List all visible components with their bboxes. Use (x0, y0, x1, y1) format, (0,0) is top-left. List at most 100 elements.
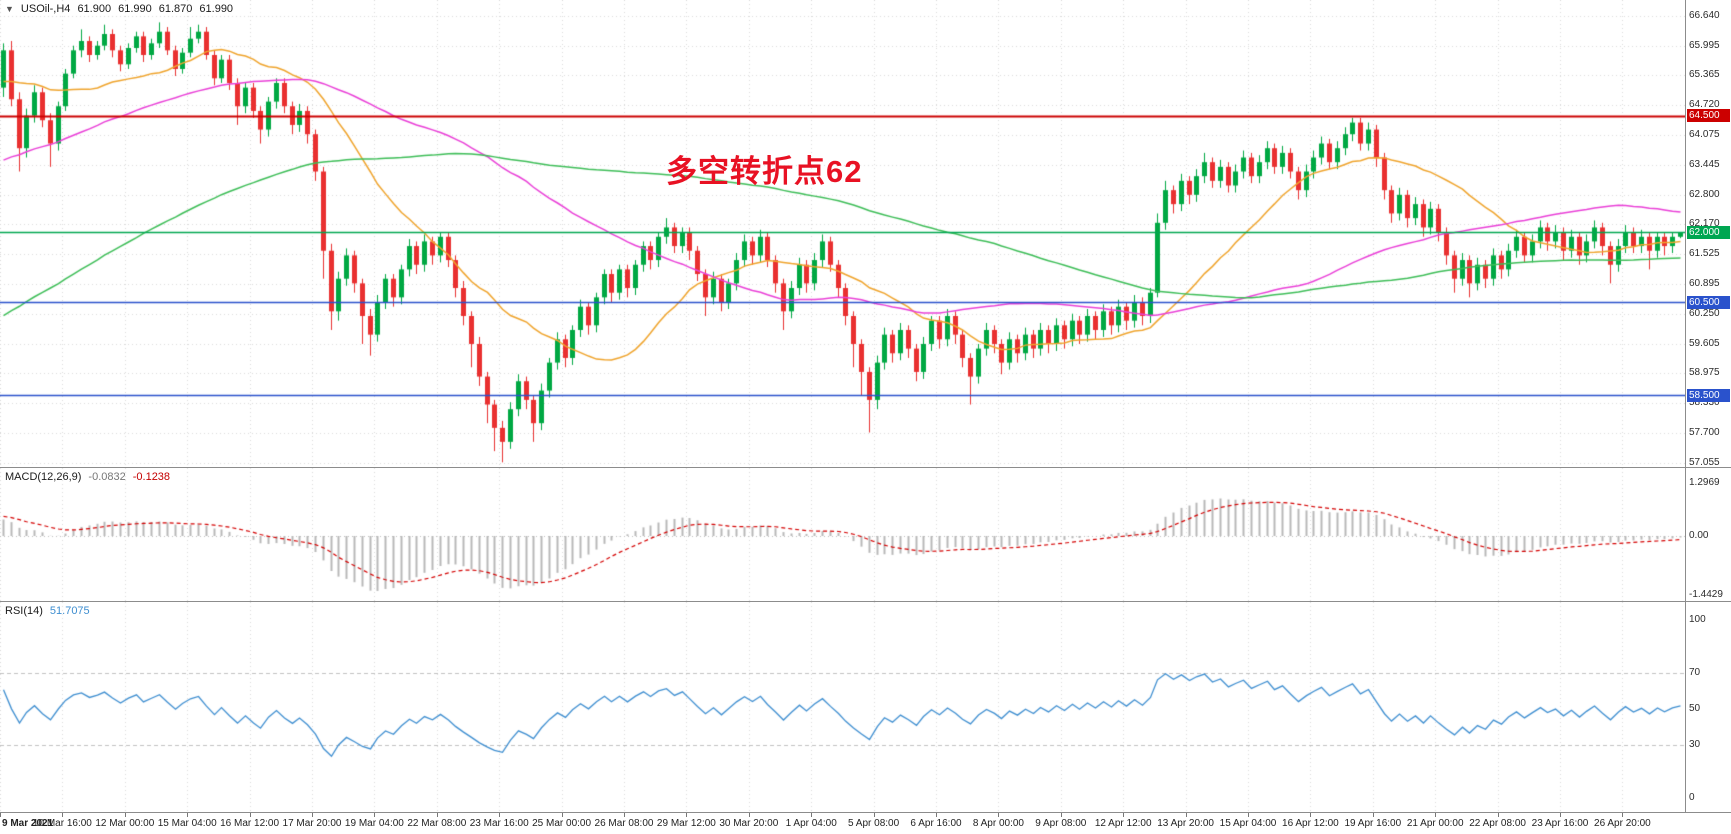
rsi-axis-scale[interactable]: 100 70 50 30 0 (1685, 602, 1731, 812)
price-tick-label: 61.525 (1689, 248, 1720, 260)
time-axis-scale[interactable]: 9 Mar 2021 10 Mar 16:00 12 Mar 00:00 15 Mar… (0, 813, 1731, 834)
price-line-tag: 64.500 (1687, 109, 1730, 123)
price-tick-label: 60.250 (1689, 307, 1720, 319)
time-tick-label: 26 Apr 20:00 (1594, 818, 1651, 829)
rsi-tick-label: 100 (1689, 614, 1706, 625)
time-tick-label: 10 Mar 16:00 (32, 818, 92, 829)
time-tick-mark (562, 813, 563, 817)
rsi-tick-label: 50 (1689, 703, 1701, 714)
time-tick-mark (1248, 813, 1249, 817)
price-line-tag: 62.000 (1687, 225, 1730, 239)
price-tick-label: 62.170 (1689, 218, 1720, 230)
time-tick-mark (499, 813, 500, 817)
time-tick-mark (1061, 813, 1062, 817)
time-tick-label: 26 Mar 08:00 (594, 818, 654, 829)
macd-tick-label: 1.2969 (1689, 476, 1720, 488)
time-tick-mark (1310, 813, 1311, 817)
price-tick-label: 65.365 (1689, 69, 1720, 81)
price-tick-label: 60.895 (1689, 277, 1720, 289)
time-tick-label: 1 Apr 04:00 (785, 818, 837, 829)
chevron-down-icon[interactable]: ▼ (5, 4, 14, 14)
macd-signal-value: -0.1238 (132, 471, 171, 483)
time-tick-mark (1373, 813, 1374, 817)
time-tick-label: 23 Mar 16:00 (469, 818, 529, 829)
time-tick-label: 5 Apr 08:00 (848, 818, 900, 829)
time-tick-label: 25 Mar 00:00 (532, 818, 592, 829)
time-tick-mark (187, 813, 188, 817)
time-tick-mark (437, 813, 438, 817)
time-tick-mark (811, 813, 812, 817)
time-tick-mark (312, 813, 313, 817)
ohlc-low: 61.870 (158, 3, 193, 15)
rsi-canvas[interactable] (0, 602, 1685, 812)
time-tick-label: 6 Apr 16:00 (910, 818, 962, 829)
time-tick-mark (125, 813, 126, 817)
time-tick-label: 21 Apr 00:00 (1406, 818, 1464, 829)
macd-panel: MACD(12,26,9) -0.0832 -0.1238 1.2969 0.00 -1… (0, 468, 1731, 602)
rsi-panel: RSI(14) 51.7075 100 70 50 30 0 (0, 602, 1731, 813)
price-tick-label: 65.995 (1689, 39, 1720, 51)
time-tick-label: 15 Apr 04:00 (1219, 818, 1277, 829)
time-tick-mark (1498, 813, 1499, 817)
time-tick-mark (0, 813, 1, 817)
price-chart-canvas[interactable] (0, 0, 1685, 467)
macd-header: MACD(12,26,9) -0.0832 -0.1238 (5, 471, 177, 483)
rsi-tick-label: 70 (1689, 667, 1701, 679)
macd-canvas[interactable] (0, 468, 1685, 601)
rsi-value: 51.7075 (49, 605, 90, 617)
time-tick-mark (250, 813, 251, 817)
time-tick-label: 29 Mar 12:00 (656, 818, 716, 829)
macd-axis-scale[interactable]: 1.2969 0.00 -1.4429 (1685, 468, 1731, 601)
price-tick-label: 62.800 (1689, 188, 1720, 200)
price-tick-label: 58.330 (1689, 397, 1720, 409)
time-tick-label: 9 Mar 2021 (2, 818, 54, 829)
rsi-label: RSI(14) (5, 605, 43, 617)
price-line-tag: 58.500 (1687, 388, 1730, 402)
time-tick-label: 17 Mar 20:00 (282, 818, 342, 829)
time-tick-label: 9 Apr 08:00 (1035, 818, 1087, 829)
time-tick-label: 16 Mar 12:00 (220, 818, 280, 829)
rsi-tick-label: 0 (1689, 792, 1695, 803)
time-tick-label: 8 Apr 00:00 (972, 818, 1024, 829)
macd-label: MACD(12,26,9) (5, 471, 82, 483)
price-tick-label: 58.975 (1689, 367, 1720, 379)
time-tick-mark (749, 813, 750, 817)
ohlc-open: 61.900 (77, 3, 112, 15)
ohlc-high: 61.990 (118, 3, 152, 15)
time-tick-mark (1560, 813, 1561, 817)
symbol-timeframe-label: USOil-,H4 (20, 3, 71, 15)
time-tick-mark (62, 813, 63, 817)
time-tick-label: 13 Apr 20:00 (1157, 818, 1214, 829)
time-tick-label: 15 Mar 04:00 (157, 818, 217, 829)
price-line-tag: 60.500 (1687, 295, 1730, 309)
price-panel: ▼ USOil-,H4 61.900 61.990 61.870 61.990 多空转折点… (0, 0, 1731, 468)
price-axis-scale[interactable]: 66.640 65.995 65.365 64.720 64.075 63.445 62.8… (1685, 0, 1731, 468)
price-tick-label: 57.700 (1689, 426, 1720, 438)
price-tick-label: 66.640 (1689, 9, 1720, 21)
time-tick-mark (998, 813, 999, 817)
time-tick-label: 16 Apr 12:00 (1282, 818, 1339, 829)
annotation-text[interactable]: 多空转折点62 (666, 154, 863, 189)
price-tick-label: 57.055 (1689, 456, 1720, 468)
price-tick-label: 64.075 (1689, 129, 1720, 141)
macd-tick-label: -1.4429 (1689, 589, 1723, 601)
time-tick-mark (936, 813, 937, 817)
time-tick-label: 12 Apr 12:00 (1094, 818, 1152, 829)
price-tick-label: 63.445 (1689, 158, 1720, 170)
time-tick-mark (624, 813, 625, 817)
time-tick-mark (874, 813, 875, 817)
time-tick-label: 12 Mar 00:00 (95, 818, 155, 829)
time-tick-label: 22 Mar 08:00 (407, 818, 467, 829)
time-tick-label: 23 Apr 16:00 (1531, 818, 1589, 829)
macd-tick-label: 0.00 (1689, 530, 1709, 541)
time-tick-label: 30 Mar 20:00 (719, 818, 779, 829)
chart-header: ▼ USOil-,H4 61.900 61.990 61.870 61.990 (5, 3, 240, 15)
ohlc-close: 61.990 (199, 3, 234, 15)
time-tick-mark (686, 813, 687, 817)
time-tick-mark (1622, 813, 1623, 817)
rsi-tick-label: 30 (1689, 738, 1701, 750)
time-tick-label: 19 Mar 04:00 (344, 818, 404, 829)
time-tick-label: 22 Apr 08:00 (1469, 818, 1526, 829)
time-tick-mark (1435, 813, 1436, 817)
